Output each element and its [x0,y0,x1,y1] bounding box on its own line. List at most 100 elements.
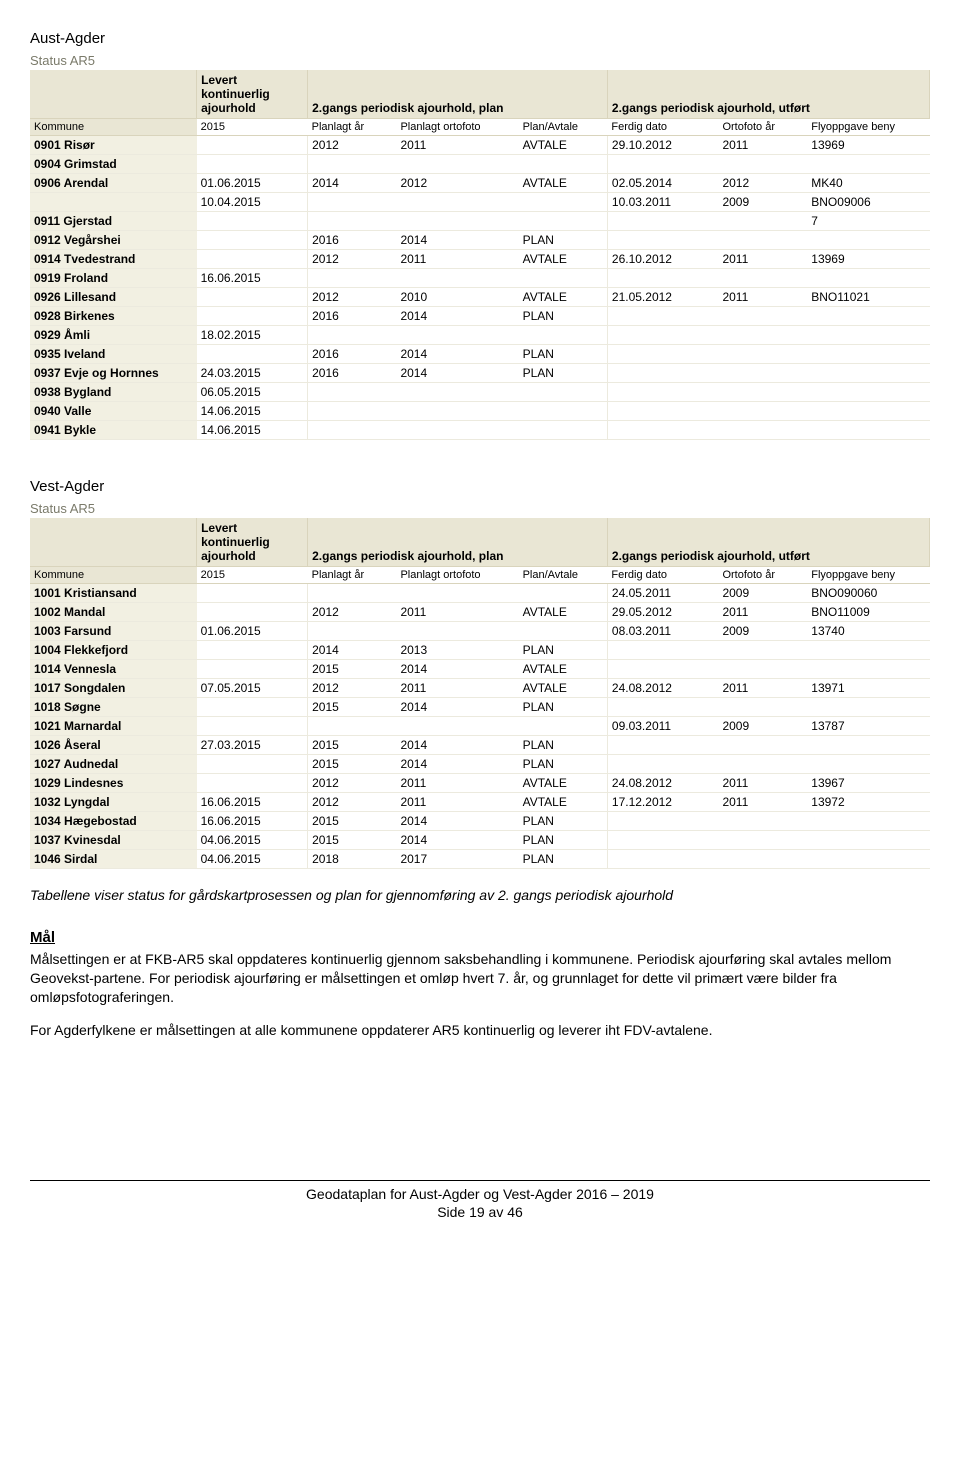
table-cell [396,326,518,345]
table-cell [718,421,807,440]
table-row: 0929 Åmli18.02.2015 [30,326,930,345]
table-cell: 2011 [396,603,518,622]
table-cell [718,326,807,345]
table-cell [197,250,308,269]
table-cell: 1002 Mandal [30,603,197,622]
table-cell [197,307,308,326]
table-cell: PLAN [519,231,608,250]
table-cell: 2016 [308,231,397,250]
table-row: 1046 Sirdal04.06.201520182017PLAN [30,850,930,869]
table-cell: 2009 [718,717,807,736]
table-cell [807,326,929,345]
section-heading-vest: Vest-Agder [30,478,930,495]
table-cell: 14.06.2015 [197,402,308,421]
table-cell: 2011 [396,136,518,155]
table-cell: 2009 [718,193,807,212]
table-cell: 24.08.2012 [607,774,718,793]
table-cell [807,641,929,660]
table-cell: 02.05.2014 [607,174,718,193]
table-cell: 09.03.2011 [607,717,718,736]
table-cell: 13969 [807,136,929,155]
table-cell: 2017 [396,850,518,869]
table-cell: 2015 [308,755,397,774]
table-cell [519,622,608,641]
table-cell [718,402,807,421]
table-row: 0928 Birkenes20162014PLAN [30,307,930,326]
table-cell: 2012 [308,136,397,155]
table-cell: 13969 [807,250,929,269]
table-cell: 2011 [396,793,518,812]
table-cell [197,774,308,793]
table-cell: AVTALE [519,793,608,812]
group-header-levert: Levert kontinuerlig ajourhold [197,70,308,119]
table-cell [718,831,807,850]
table-cell [607,850,718,869]
table-cell [308,212,397,231]
table-cell: 14.06.2015 [197,421,308,440]
table-cell [718,812,807,831]
table-cell: 2010 [396,288,518,307]
table-cell: 0919 Froland [30,269,197,288]
table-cell [718,755,807,774]
table-cell: PLAN [519,307,608,326]
table-cell [718,383,807,402]
table-cell [30,193,197,212]
table-cell: 07.05.2015 [197,679,308,698]
table-cell [607,812,718,831]
table-cell [519,421,608,440]
table-row: 1032 Lyngdal16.06.201520122011AVTALE17.1… [30,793,930,812]
table-cell: 1004 Flekkefjord [30,641,197,660]
table-cell: 17.12.2012 [607,793,718,812]
table-cell: 24.05.2011 [607,584,718,603]
table-row: 1034 Hægebostad16.06.201520152014PLAN [30,812,930,831]
table-cell: 1001 Kristiansand [30,584,197,603]
table-cell [807,850,929,869]
table-cell: MK40 [807,174,929,193]
table-cell: 2015 [308,736,397,755]
col-kommune-blank [30,518,197,567]
table-cell [807,812,929,831]
table-cell [519,212,608,231]
table-cell: 1021 Marnardal [30,717,197,736]
table-cell: 2014 [308,174,397,193]
table-cell: 13740 [807,622,929,641]
table-cell [718,660,807,679]
table-cell: 2011 [396,774,518,793]
table-cell [308,326,397,345]
table-cell [396,584,518,603]
table-cell: 1037 Kvinesdal [30,831,197,850]
table-cell: 0911 Gjerstad [30,212,197,231]
col-planavtale: Plan/Avtale [519,567,608,584]
table-cell: 2011 [396,679,518,698]
col-ortofoto: Planlagt ortofoto [396,567,518,584]
table-row: 0937 Evje og Hornnes24.03.201520162014PL… [30,364,930,383]
table-cell: 2012 [308,679,397,698]
table-cell [519,383,608,402]
table-cell [607,326,718,345]
table-cell [607,364,718,383]
table-cell: 2014 [396,307,518,326]
table-cell [718,345,807,364]
table-row: 1004 Flekkefjord20142013PLAN [30,641,930,660]
table-cell [197,155,308,174]
table-cell: 2012 [308,793,397,812]
col-planlagt: Planlagt år [308,567,397,584]
table-row: 1027 Audnedal20152014PLAN [30,755,930,774]
table-cell: AVTALE [519,174,608,193]
table-cell [308,584,397,603]
table-caption: Tabellene viser status for gårdskartpros… [30,887,930,903]
table-cell: AVTALE [519,288,608,307]
table-cell: 1032 Lyngdal [30,793,197,812]
table-cell [807,364,929,383]
table-cell [807,698,929,717]
table-cell [718,269,807,288]
table-cell: 01.06.2015 [197,622,308,641]
table-row: 1014 Vennesla20152014AVTALE [30,660,930,679]
table-cell [197,641,308,660]
table-cell: 0940 Valle [30,402,197,421]
table-cell: 2012 [308,774,397,793]
table-cell: 16.06.2015 [197,812,308,831]
table-cell [607,421,718,440]
table-cell: 2014 [396,831,518,850]
table-row: 10.04.201510.03.20112009BNO09006 [30,193,930,212]
